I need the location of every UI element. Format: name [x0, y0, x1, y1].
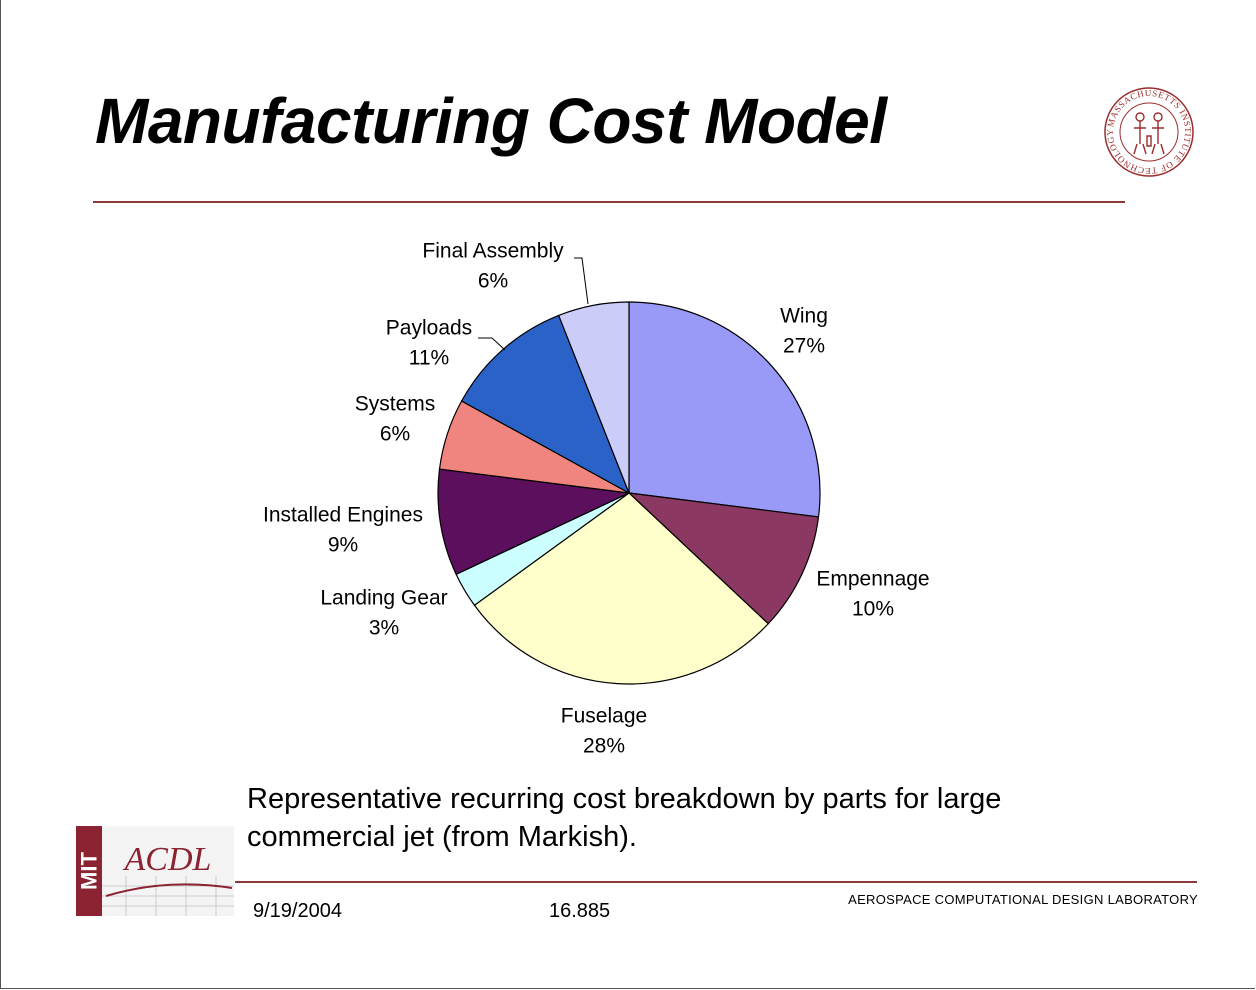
pie-slice-wing — [628, 301, 821, 518]
pie-slice-payloads — [460, 314, 631, 495]
slice-percent-label: 9% — [328, 534, 358, 557]
footer-course-number: 16.885 — [549, 900, 611, 922]
label-leader-line — [478, 337, 506, 351]
footer-divider — [235, 881, 1197, 883]
slice-label: Landing Gear — [320, 587, 447, 610]
slice-percent-label: 6% — [380, 423, 410, 446]
pie-slice-final-assembly — [557, 301, 630, 494]
mit-acdl-logo-icon: MIT ACDL — [76, 826, 234, 916]
mit-seal-icon: MASSACHUSETTS INSTITUTE OF TECHNOLOGY — [1104, 87, 1194, 177]
footer-date: 9/19/2004 — [253, 900, 342, 922]
title-divider — [93, 201, 1125, 203]
slice-label: Payloads — [386, 317, 472, 340]
slice-label: Empennage — [816, 568, 929, 591]
label-leader-line — [574, 257, 589, 305]
slice-percent-label: 27% — [783, 335, 825, 358]
slice-label: Systems — [355, 393, 436, 416]
svg-text:MIT: MIT — [77, 852, 102, 890]
slice-percent-label: 28% — [583, 735, 625, 758]
slice-percent-label: 10% — [852, 598, 894, 621]
slice-label: Wing — [780, 305, 828, 328]
slice-label: Fuselage — [561, 705, 647, 728]
slide-title: Manufacturing Cost Model — [95, 85, 887, 157]
pie-slice-fuselage — [473, 492, 770, 685]
pie-slice-installed-engines — [437, 468, 632, 576]
slice-percent-label: 11% — [409, 347, 449, 370]
slice-percent-label: 6% — [478, 270, 508, 293]
slide-caption: Representative recurring cost breakdown … — [247, 783, 1002, 853]
footer-lab-name: AEROSPACE COMPUTATIONAL DESIGN LABORATOR… — [848, 892, 1198, 907]
slice-percent-label: 3% — [369, 617, 399, 640]
pie-slice-empennage — [627, 492, 820, 625]
slice-label: Installed Engines — [263, 504, 423, 527]
slice-label: Final Assembly — [422, 240, 564, 263]
svg-text:ACDL: ACDL — [123, 841, 212, 878]
